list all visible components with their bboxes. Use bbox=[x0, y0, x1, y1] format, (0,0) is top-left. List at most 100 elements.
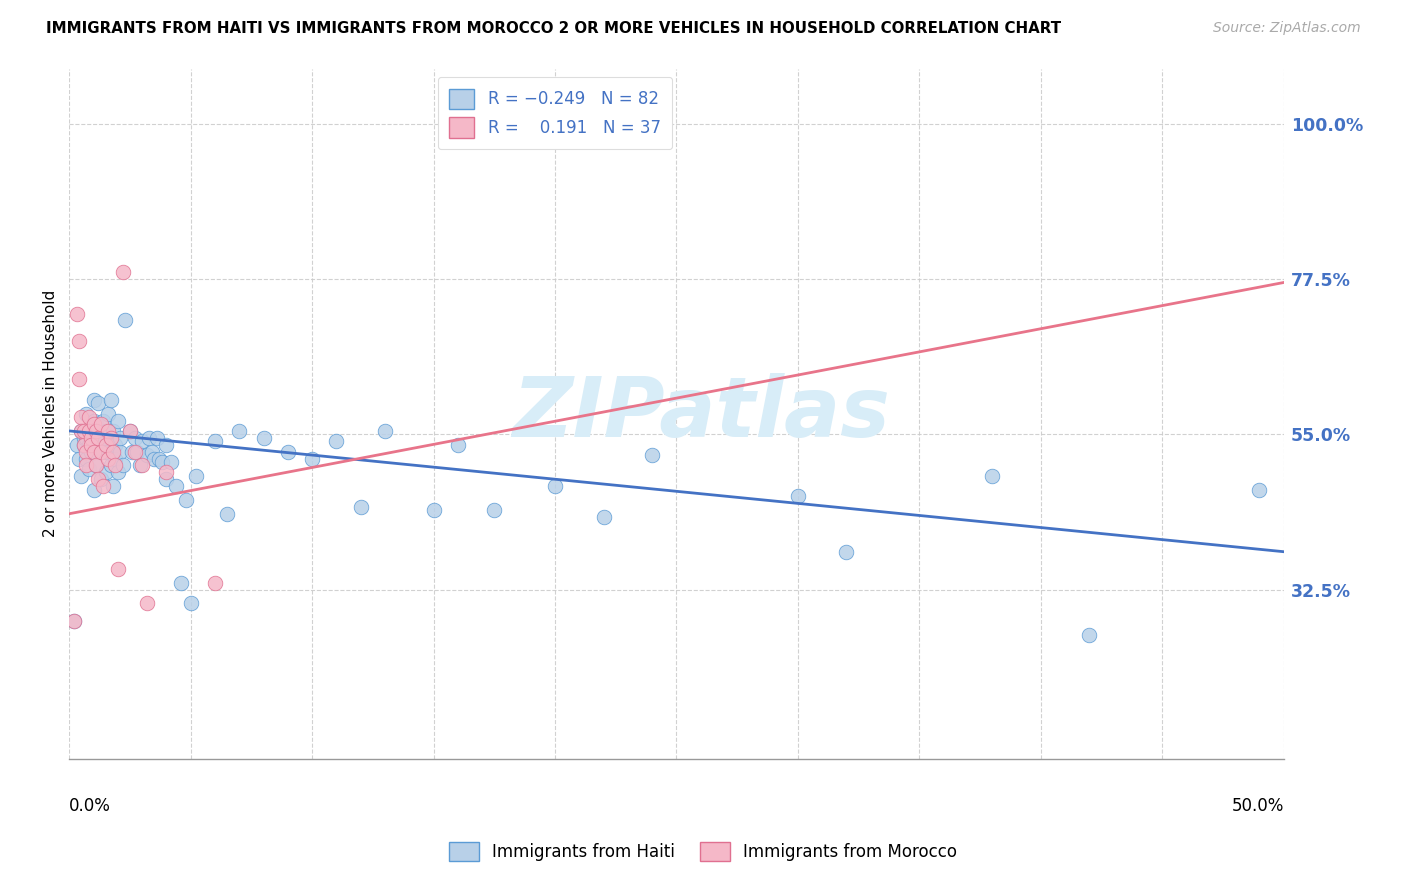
Point bbox=[104, 451, 127, 466]
Point bbox=[138, 431, 160, 445]
Point bbox=[83, 413, 105, 427]
Text: IMMIGRANTS FROM HAITI VS IMMIGRANTS FROM MOROCCO 2 OR MORE VEHICLES IN HOUSEHOLD: IMMIGRANTS FROM HAITI VS IMMIGRANTS FROM… bbox=[46, 21, 1062, 36]
Point bbox=[75, 431, 97, 445]
Point bbox=[484, 503, 506, 517]
Point bbox=[94, 424, 117, 438]
Point bbox=[128, 458, 150, 473]
Point bbox=[107, 466, 129, 480]
Point bbox=[83, 444, 105, 458]
Point bbox=[114, 313, 136, 327]
Point bbox=[80, 444, 103, 458]
Point bbox=[165, 479, 187, 493]
Point bbox=[80, 424, 103, 438]
Point bbox=[131, 458, 153, 473]
Point bbox=[217, 507, 239, 521]
Text: 50.0%: 50.0% bbox=[1232, 797, 1284, 814]
Point bbox=[87, 438, 110, 452]
Point bbox=[118, 424, 141, 438]
Point bbox=[155, 438, 177, 452]
Point bbox=[75, 458, 97, 473]
Point bbox=[91, 479, 114, 493]
Point bbox=[981, 468, 1004, 483]
Point bbox=[180, 597, 202, 611]
Text: 0.0%: 0.0% bbox=[69, 797, 111, 814]
Point bbox=[65, 438, 87, 452]
Point bbox=[228, 424, 250, 438]
Point bbox=[104, 438, 127, 452]
Point bbox=[786, 490, 808, 504]
Point bbox=[143, 451, 166, 466]
Point bbox=[90, 472, 112, 486]
Point bbox=[155, 466, 177, 480]
Point bbox=[184, 468, 207, 483]
Point bbox=[110, 431, 132, 445]
Point bbox=[73, 438, 96, 452]
Point bbox=[100, 392, 122, 407]
Point bbox=[90, 444, 112, 458]
Point bbox=[104, 458, 127, 473]
Point bbox=[97, 451, 120, 466]
Point bbox=[67, 372, 90, 386]
Point bbox=[75, 407, 97, 421]
Point bbox=[124, 444, 146, 458]
Point bbox=[121, 444, 143, 458]
Point bbox=[84, 458, 107, 473]
Point bbox=[170, 575, 193, 590]
Point bbox=[1078, 627, 1101, 641]
Point bbox=[107, 562, 129, 576]
Point bbox=[87, 472, 110, 486]
Point bbox=[73, 438, 96, 452]
Point bbox=[325, 434, 347, 449]
Point bbox=[67, 451, 90, 466]
Legend: R = −0.249   N = 82, R =    0.191   N = 37: R = −0.249 N = 82, R = 0.191 N = 37 bbox=[437, 77, 672, 149]
Point bbox=[97, 407, 120, 421]
Point bbox=[174, 492, 197, 507]
Y-axis label: 2 or more Vehicles in Household: 2 or more Vehicles in Household bbox=[44, 290, 58, 537]
Point bbox=[835, 545, 858, 559]
Point bbox=[374, 424, 396, 438]
Point bbox=[1249, 483, 1271, 497]
Point bbox=[83, 417, 105, 431]
Point bbox=[107, 413, 129, 427]
Point bbox=[77, 410, 100, 425]
Point bbox=[77, 424, 100, 438]
Text: ZIPatlas: ZIPatlas bbox=[512, 373, 890, 454]
Point bbox=[73, 431, 96, 445]
Point bbox=[84, 424, 107, 438]
Point bbox=[91, 413, 114, 427]
Point bbox=[131, 434, 153, 449]
Point bbox=[97, 444, 120, 458]
Point bbox=[63, 614, 86, 628]
Point bbox=[87, 431, 110, 445]
Point bbox=[80, 438, 103, 452]
Point bbox=[90, 434, 112, 449]
Point bbox=[80, 431, 103, 445]
Point bbox=[100, 458, 122, 473]
Point bbox=[73, 424, 96, 438]
Point bbox=[148, 451, 170, 466]
Legend: Immigrants from Haiti, Immigrants from Morocco: Immigrants from Haiti, Immigrants from M… bbox=[441, 835, 965, 868]
Point bbox=[94, 438, 117, 452]
Point bbox=[70, 424, 93, 438]
Point bbox=[84, 417, 107, 431]
Point bbox=[67, 334, 90, 348]
Point bbox=[145, 431, 167, 445]
Point bbox=[70, 410, 93, 425]
Point bbox=[160, 455, 183, 469]
Text: Source: ZipAtlas.com: Source: ZipAtlas.com bbox=[1213, 21, 1361, 35]
Point bbox=[350, 500, 373, 514]
Point bbox=[277, 444, 299, 458]
Point bbox=[111, 458, 134, 473]
Point bbox=[70, 468, 93, 483]
Point bbox=[75, 451, 97, 466]
Point bbox=[641, 448, 664, 462]
Point bbox=[136, 448, 159, 462]
Point bbox=[136, 597, 159, 611]
Point bbox=[124, 431, 146, 445]
Point bbox=[94, 466, 117, 480]
Point bbox=[204, 575, 226, 590]
Point bbox=[252, 431, 274, 445]
Point bbox=[127, 444, 149, 458]
Point bbox=[301, 451, 323, 466]
Point bbox=[65, 307, 87, 321]
